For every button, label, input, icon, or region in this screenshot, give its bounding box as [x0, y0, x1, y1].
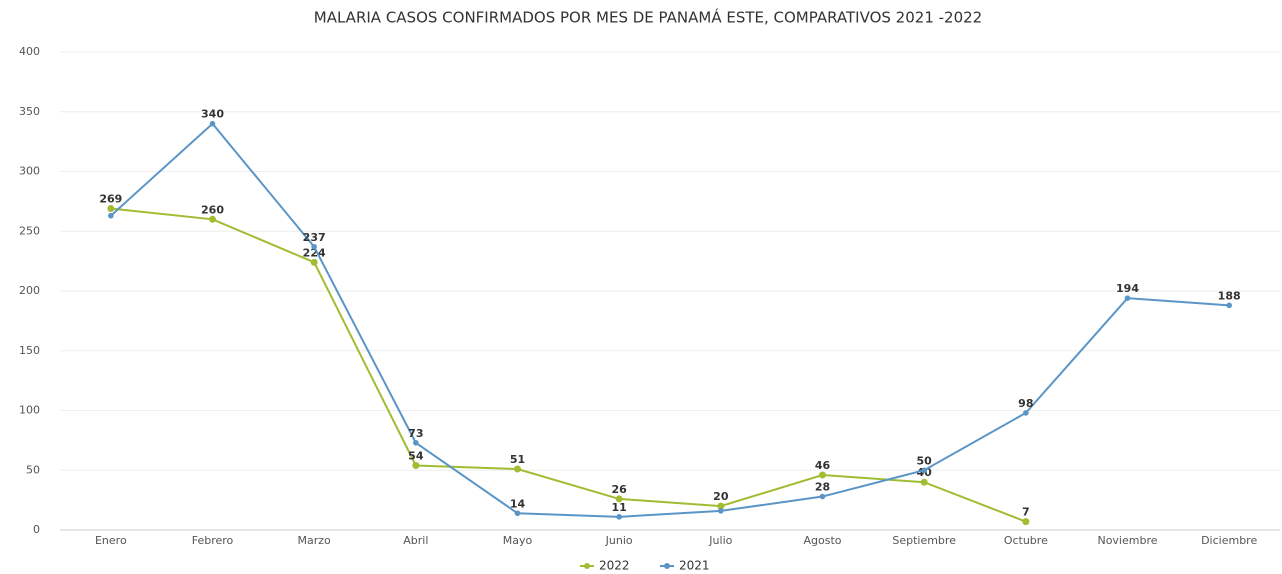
point: [1226, 302, 1232, 309]
point: [514, 510, 521, 517]
point: [718, 508, 724, 514]
x-tick-label: Mayo: [503, 534, 533, 547]
point: [615, 495, 623, 503]
data-label: 11: [612, 501, 627, 514]
data-label: 54: [408, 449, 424, 462]
series-line: [110, 207, 1027, 523]
x-tick-label: Octubre: [1004, 534, 1048, 547]
y-tick-label: 400: [19, 45, 40, 58]
data-label: 224: [303, 246, 326, 259]
point: [108, 212, 114, 219]
point: [514, 465, 521, 473]
point: [1023, 410, 1029, 416]
y-tick-label: 300: [19, 165, 40, 178]
y-tick-label: 200: [19, 284, 40, 297]
x-tick-label: Abril: [403, 534, 428, 547]
legend-marker: [584, 563, 590, 569]
point: [413, 439, 419, 446]
data-label: 73: [408, 427, 423, 440]
y-tick-label: 0: [33, 523, 40, 536]
x-tick-label: Junio: [605, 534, 633, 547]
y-tick-label: 250: [19, 224, 40, 237]
point: [819, 471, 826, 479]
y-tick-label: 100: [19, 404, 40, 417]
y-tick-label: 150: [19, 344, 40, 357]
data-label: 51: [510, 453, 525, 466]
data-label: 20: [713, 490, 729, 503]
data-label: 260: [201, 203, 224, 216]
point: [310, 258, 318, 266]
x-tick-label: Febrero: [192, 534, 234, 547]
data-label: 269: [99, 193, 122, 206]
point: [819, 493, 826, 500]
point: [209, 120, 216, 127]
legend-label: 2022: [599, 559, 630, 573]
point: [107, 205, 115, 213]
legend-marker: [664, 563, 670, 569]
x-tick-label: Noviembre: [1097, 534, 1157, 547]
data-label: 237: [303, 231, 326, 244]
point: [920, 478, 928, 486]
point: [921, 467, 927, 474]
data-label: 14: [510, 497, 526, 510]
point: [209, 215, 216, 223]
series-line: [110, 122, 1230, 518]
x-tick-label: Enero: [95, 534, 127, 547]
point: [412, 461, 420, 469]
data-label: 28: [815, 481, 830, 494]
data-label: 340: [201, 108, 224, 121]
data-label: 194: [1116, 282, 1139, 295]
data-label: 7: [1022, 506, 1030, 519]
point: [1022, 518, 1030, 526]
legend-label: 2021: [679, 559, 710, 573]
point: [1124, 295, 1131, 301]
y-tick-label: 50: [26, 463, 40, 476]
y-tick-label: 350: [19, 105, 40, 118]
data-label: 188: [1218, 289, 1241, 302]
data-label: 98: [1018, 397, 1033, 410]
x-tick-label: Julio: [708, 534, 732, 547]
data-label: 50: [917, 454, 933, 467]
x-tick-label: Diciembre: [1201, 534, 1257, 547]
point: [616, 514, 622, 520]
point: [717, 502, 725, 510]
x-tick-label: Agosto: [803, 534, 841, 547]
point: [311, 243, 317, 250]
data-label: 46: [815, 459, 831, 472]
x-tick-label: Marzo: [298, 534, 332, 547]
data-label: 26: [612, 483, 628, 496]
chart-title: MALARIA CASOS CONFIRMADOS POR MES DE PAN…: [314, 8, 982, 27]
x-tick-label: Septiembre: [892, 534, 956, 547]
